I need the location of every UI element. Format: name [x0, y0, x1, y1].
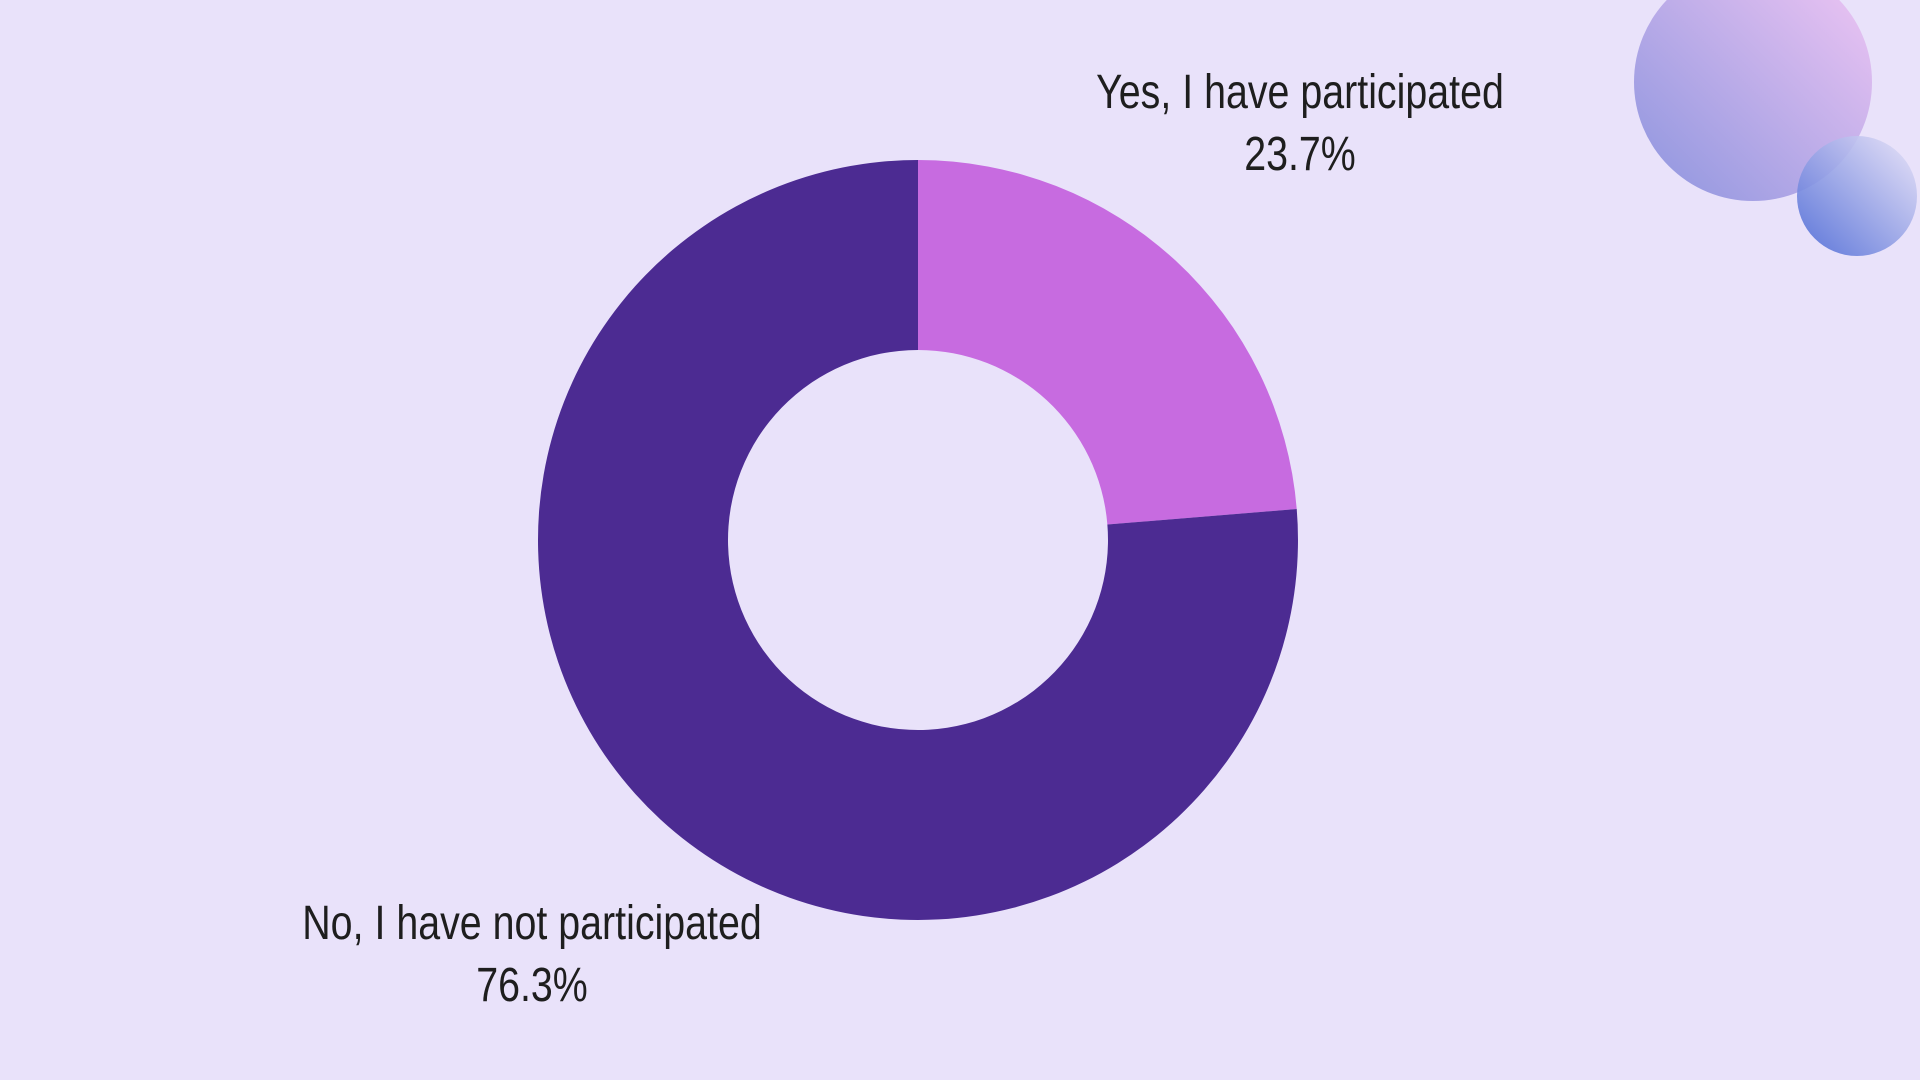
- decorative-gradient-circle-small: [1797, 136, 1917, 256]
- slice-label-yes: Yes, I have participated 23.7%: [1038, 62, 1563, 186]
- slice-label-yes-percent: 23.7%: [1244, 128, 1356, 181]
- donut-slice-1: [537, 160, 1298, 920]
- slice-label-no-percent: 76.3%: [476, 959, 588, 1012]
- donut-slice-0: [918, 160, 1297, 525]
- slice-label-no-text: No, I have not participated: [302, 897, 762, 950]
- donut-slices-group: [537, 160, 1298, 920]
- slice-label-yes-text: Yes, I have participated: [1096, 66, 1504, 119]
- slice-label-no: No, I have not participated 76.3%: [270, 893, 795, 1017]
